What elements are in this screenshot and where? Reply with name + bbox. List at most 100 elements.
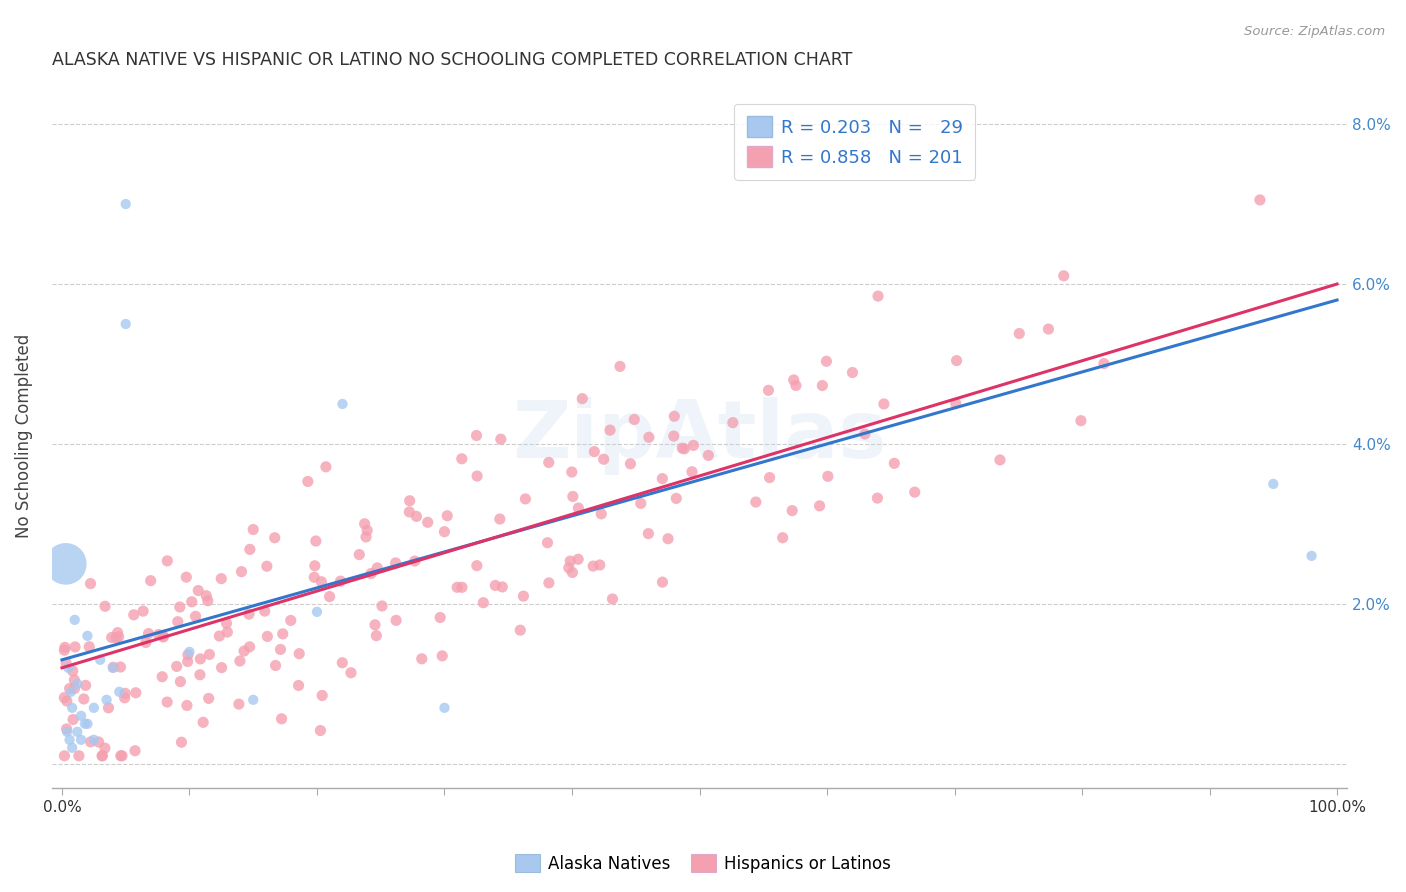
Point <box>169 600 191 615</box>
Point <box>664 409 686 424</box>
Point <box>904 485 927 500</box>
Point <box>630 496 652 510</box>
Point <box>70 708 93 723</box>
Point <box>436 508 458 523</box>
Point <box>817 469 839 483</box>
Point <box>87 735 110 749</box>
Point <box>100 631 122 645</box>
Point <box>416 516 439 530</box>
Point <box>73 716 96 731</box>
Point <box>56 724 79 739</box>
Point <box>122 607 145 622</box>
Point <box>152 629 174 643</box>
Point <box>91 748 114 763</box>
Point <box>228 697 250 711</box>
Point <box>287 678 309 692</box>
Point <box>465 428 488 442</box>
Point <box>433 700 456 714</box>
Point <box>55 722 77 736</box>
Point <box>411 652 433 666</box>
Point <box>599 423 621 437</box>
Text: Source: ZipAtlas.com: Source: ZipAtlas.com <box>1244 25 1385 38</box>
Point <box>354 530 377 544</box>
Point <box>83 732 105 747</box>
Point <box>188 667 211 681</box>
Point <box>671 441 693 455</box>
Point <box>63 640 86 654</box>
Point <box>101 661 124 675</box>
Point <box>231 565 253 579</box>
Legend: R = 0.203   N =   29, R = 0.858   N = 201: R = 0.203 N = 29, R = 0.858 N = 201 <box>734 103 976 179</box>
Point <box>105 631 128 645</box>
Point <box>398 505 420 519</box>
Point <box>60 700 83 714</box>
Point <box>561 465 583 479</box>
Point <box>63 613 86 627</box>
Point <box>309 723 332 738</box>
Point <box>651 472 673 486</box>
Point <box>609 359 631 374</box>
Point <box>682 438 704 452</box>
Point <box>697 449 720 463</box>
Point <box>638 430 661 444</box>
Point <box>60 740 83 755</box>
Point <box>567 501 589 516</box>
Point <box>152 630 174 644</box>
Point <box>853 427 876 442</box>
Point <box>256 629 278 643</box>
Point <box>329 574 352 589</box>
Point <box>138 626 160 640</box>
Point <box>305 605 328 619</box>
Point <box>758 384 780 398</box>
Point <box>66 677 89 691</box>
Point <box>288 647 311 661</box>
Point <box>623 412 645 426</box>
Point <box>55 657 77 671</box>
Point <box>815 354 838 368</box>
Point <box>215 616 238 631</box>
Text: ZipAtlas: ZipAtlas <box>512 397 887 475</box>
Point <box>330 656 353 670</box>
Point <box>405 509 427 524</box>
Point <box>364 617 387 632</box>
Point <box>188 652 211 666</box>
Point <box>114 197 136 211</box>
Point <box>489 432 512 446</box>
Point <box>465 469 488 483</box>
Point <box>73 692 96 706</box>
Point <box>371 599 394 613</box>
Point <box>89 653 111 667</box>
Point <box>1008 326 1031 341</box>
Point <box>176 570 198 584</box>
Point <box>242 693 264 707</box>
Point <box>191 715 214 730</box>
Point <box>866 491 889 505</box>
Point <box>79 735 101 749</box>
Point <box>166 659 188 673</box>
Point <box>208 629 231 643</box>
Point <box>988 453 1011 467</box>
Point <box>107 625 129 640</box>
Point <box>592 452 614 467</box>
Point <box>197 691 219 706</box>
Point <box>96 693 118 707</box>
Point <box>808 499 831 513</box>
Point <box>582 559 605 574</box>
Point <box>270 712 292 726</box>
Point <box>197 593 219 607</box>
Point <box>561 566 583 580</box>
Point <box>673 442 696 456</box>
Point <box>536 535 558 549</box>
Point <box>873 397 896 411</box>
Point <box>589 558 612 572</box>
Point <box>79 576 101 591</box>
Point <box>58 661 80 675</box>
Point <box>63 673 86 687</box>
Point <box>537 455 560 469</box>
Point <box>305 534 328 549</box>
Point <box>465 558 488 573</box>
Point <box>772 531 794 545</box>
Point <box>180 595 202 609</box>
Point <box>353 516 375 531</box>
Point <box>187 583 209 598</box>
